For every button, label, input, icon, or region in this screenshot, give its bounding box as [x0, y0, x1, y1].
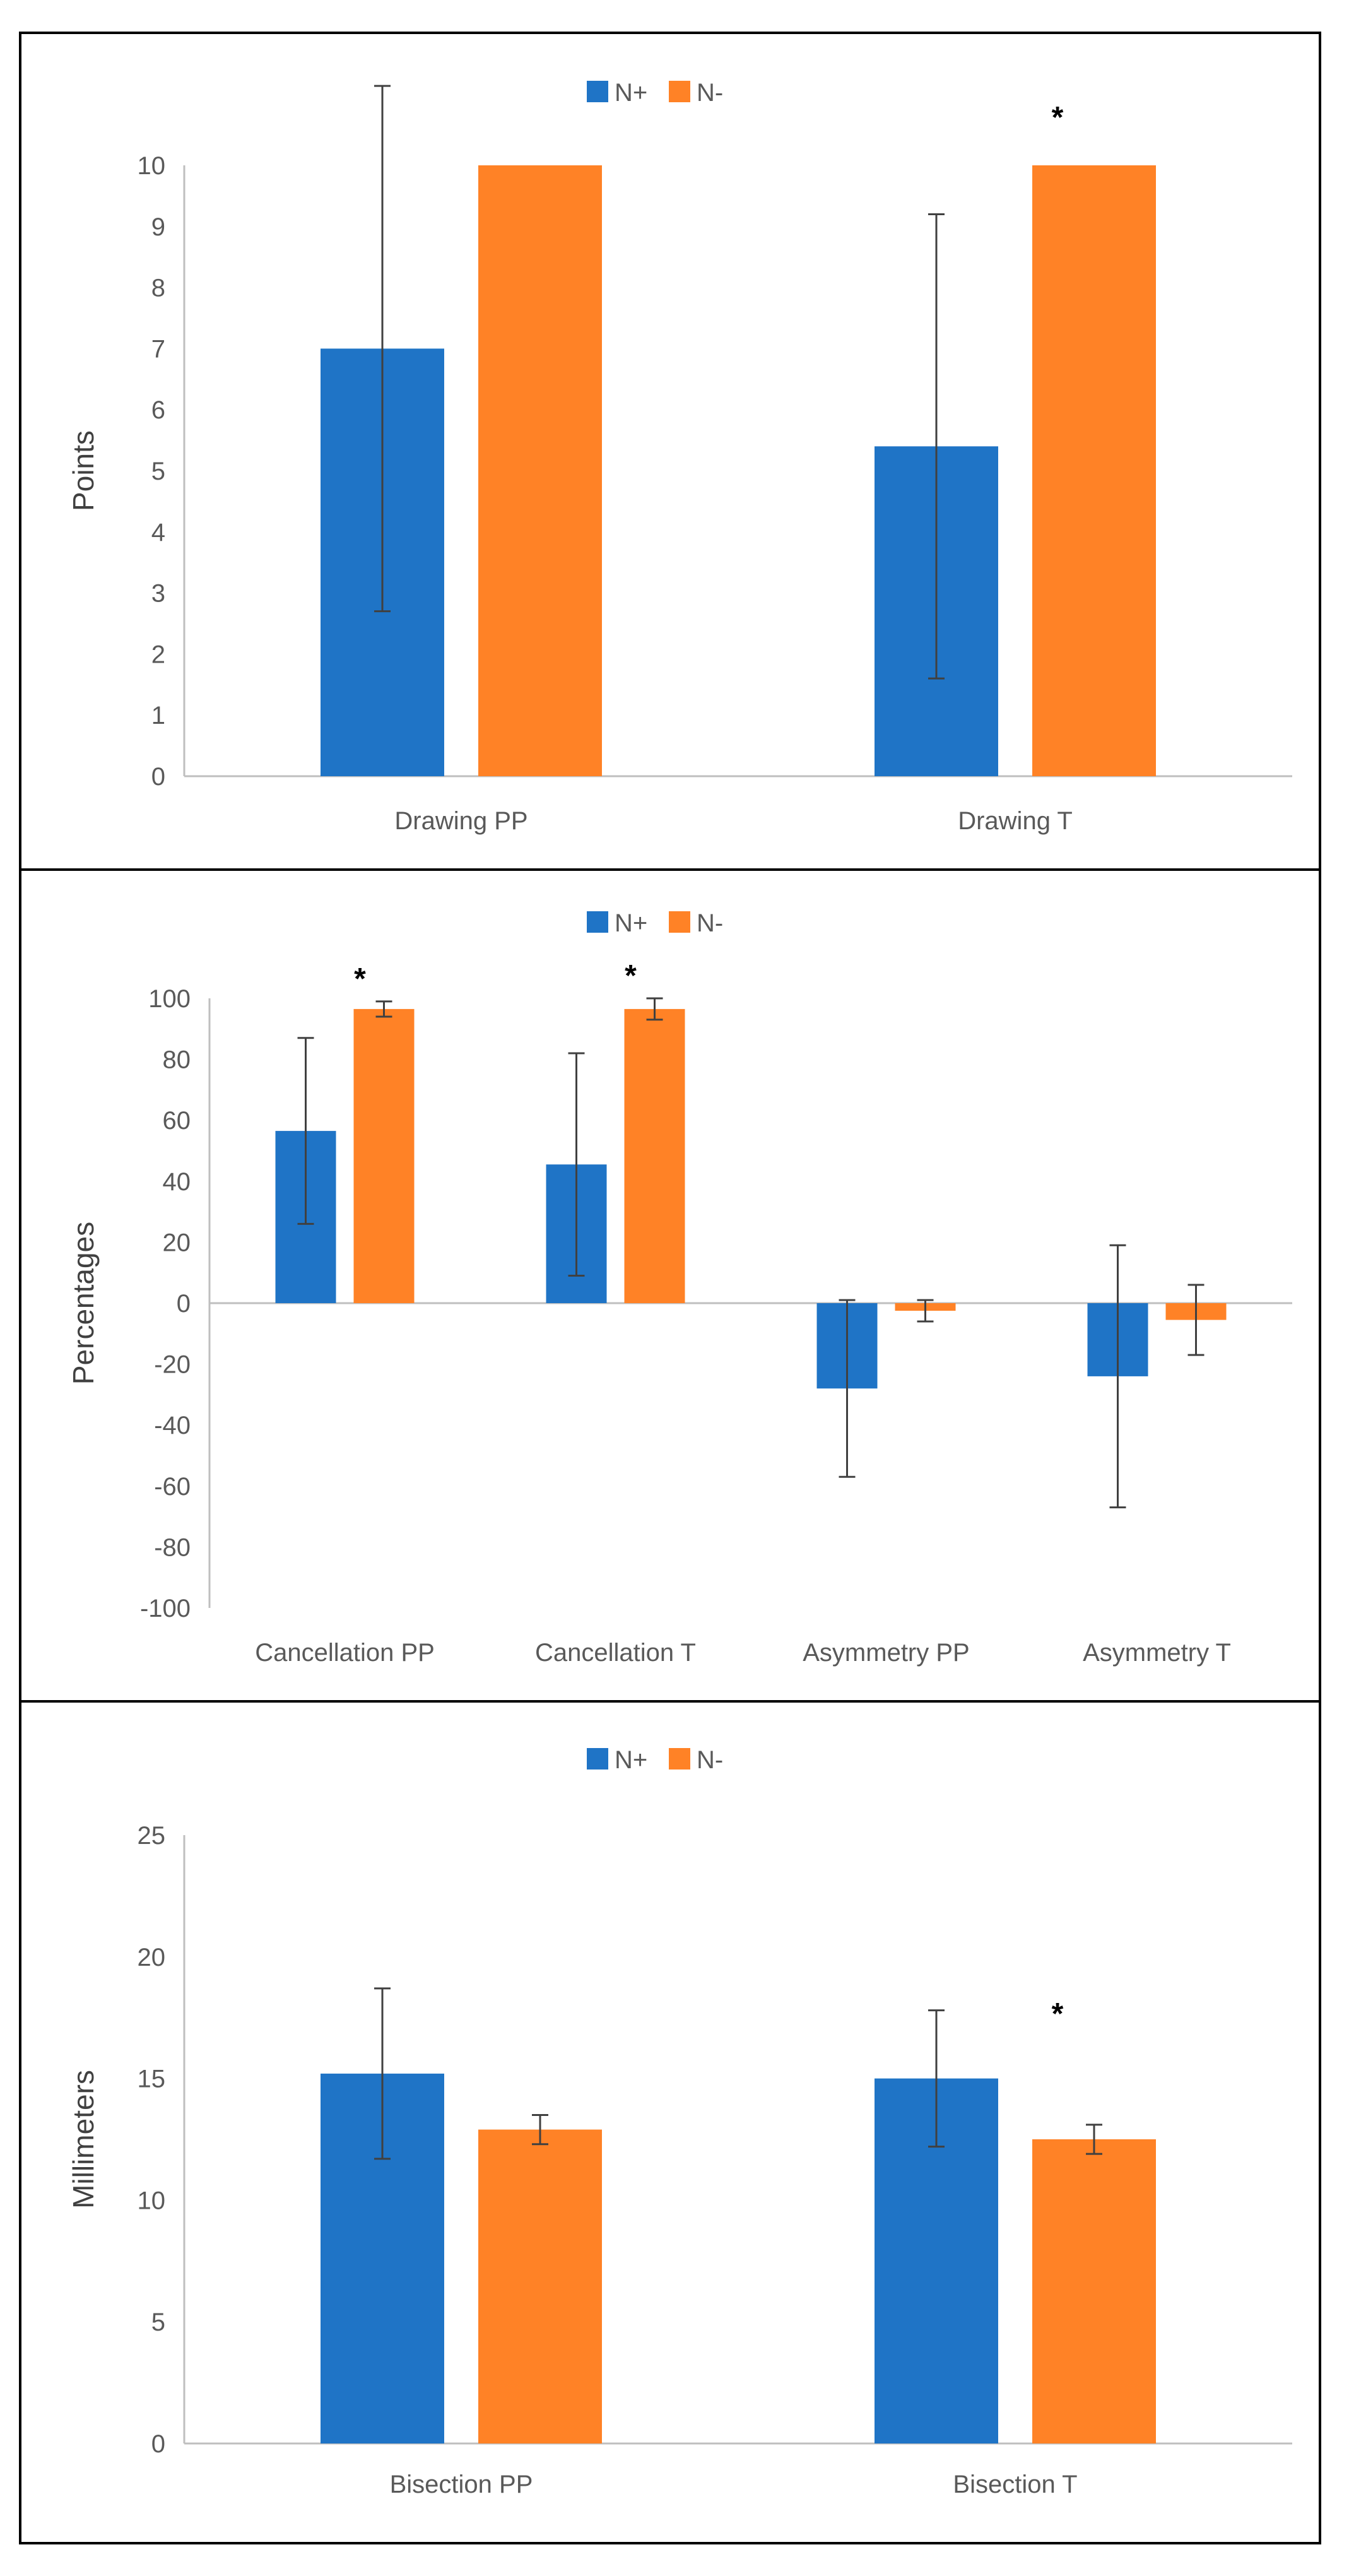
- y-tick-label: 5: [151, 2308, 165, 2336]
- y-tick-label: -20: [154, 1351, 191, 1379]
- y-tick-label: 6: [151, 396, 165, 424]
- y-tick-label: 0: [151, 763, 165, 791]
- significance-marker: *: [1052, 101, 1064, 134]
- y-tick-label: 10: [138, 152, 166, 180]
- category-label: Bisection PP: [390, 2471, 533, 2498]
- y-tick-label: 2: [151, 641, 165, 668]
- y-tick-label: 3: [151, 580, 165, 608]
- y-tick-label: -40: [154, 1412, 191, 1439]
- category-label: Asymmetry PP: [803, 1639, 969, 1667]
- y-tick-label: 8: [151, 275, 165, 302]
- y-tick-label: -100: [140, 1595, 191, 1622]
- bar-Nminus: [624, 1008, 685, 1303]
- y-tick-label: 5: [151, 458, 165, 485]
- y-tick-label: 20: [138, 1944, 166, 1971]
- significance-marker: *: [354, 962, 366, 996]
- significance-marker: *: [1052, 1997, 1064, 2031]
- y-axis-title: Points: [67, 430, 100, 511]
- y-tick-label: 20: [163, 1229, 191, 1256]
- y-tick-label: 4: [151, 519, 165, 547]
- y-tick-label: 1: [151, 702, 165, 730]
- legend-label: N-: [697, 909, 723, 937]
- category-label: Cancellation PP: [255, 1639, 435, 1667]
- legend-swatch: [669, 1748, 690, 1770]
- legend-label: N+: [615, 1746, 647, 1774]
- legend-label: N+: [615, 79, 647, 107]
- legend-swatch: [669, 911, 690, 933]
- y-tick-label: -80: [154, 1533, 191, 1561]
- bar-Nminus: [478, 2129, 602, 2443]
- y-tick-label: 40: [163, 1168, 191, 1196]
- bar-Nminus: [353, 1008, 415, 1303]
- chart-1: 0 1 2 3 4 5 6 7 8 9 10 Points N+ N- Drawing PP * Drawing…: [19, 32, 1321, 871]
- legend-swatch: [587, 1748, 608, 1770]
- legend-swatch: [587, 911, 608, 933]
- legend-swatch: [587, 81, 608, 102]
- category-label: Bisection T: [953, 2471, 1077, 2498]
- y-axis-title: Millimeters: [67, 2070, 100, 2209]
- legend-label: N-: [697, 79, 723, 107]
- y-tick-label: 100: [148, 985, 191, 1013]
- y-tick-label: 60: [163, 1107, 191, 1135]
- chart-2: -100 -80 -60 -40 -20 0 20 40 60 80 100 Percentages N…: [19, 868, 1321, 1703]
- bar-Nminus: [1032, 2139, 1156, 2443]
- bar-Nminus: [1032, 165, 1156, 776]
- y-tick-label: 15: [138, 2065, 166, 2093]
- bar-Nminus: [478, 165, 602, 776]
- y-tick-label: 0: [151, 2430, 165, 2458]
- y-tick-label: 10: [138, 2187, 166, 2214]
- legend-swatch: [669, 81, 690, 102]
- y-tick-label: 7: [151, 335, 165, 363]
- category-label: Asymmetry T: [1083, 1639, 1231, 1667]
- y-tick-label: 9: [151, 213, 165, 241]
- significance-marker: *: [625, 959, 637, 993]
- category-label: Cancellation T: [535, 1639, 696, 1667]
- chart-3: 0 5 10 15 20 25 Millimeters N+ N- Bisection PP * Bi…: [19, 1700, 1321, 2544]
- legend-label: N+: [615, 909, 647, 937]
- y-axis-title: Percentages: [67, 1222, 100, 1385]
- panel-border: [19, 1700, 1321, 2544]
- y-tick-label: 25: [138, 1822, 166, 1850]
- legend-label: N-: [697, 1746, 723, 1774]
- category-label: Drawing T: [958, 807, 1073, 835]
- category-label: Drawing PP: [394, 807, 527, 835]
- y-tick-label: 0: [177, 1290, 191, 1318]
- y-tick-label: -60: [154, 1473, 191, 1501]
- y-tick-label: 80: [163, 1046, 191, 1074]
